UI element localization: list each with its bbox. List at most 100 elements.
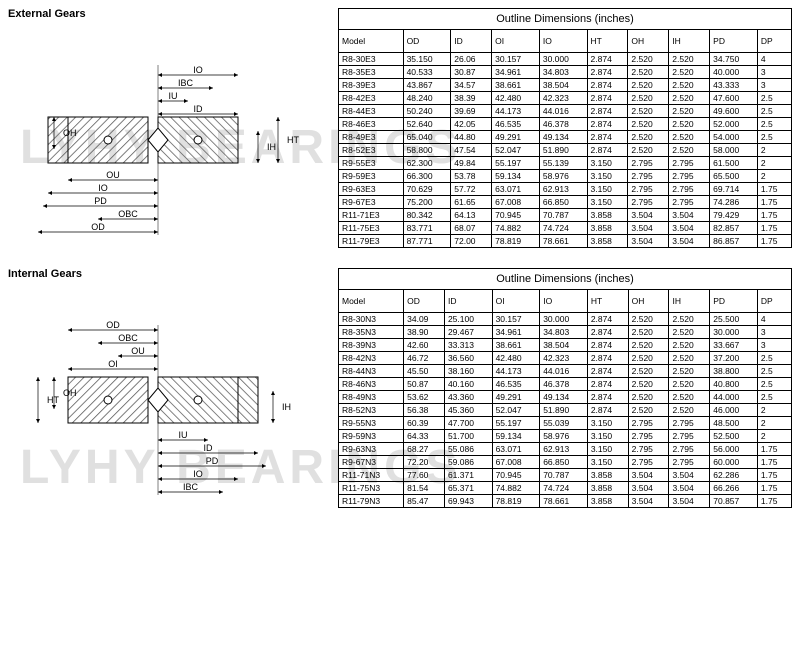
col-header: ID [451, 30, 492, 53]
cell: 75.200 [403, 196, 451, 209]
cell: 2.5 [757, 92, 791, 105]
cell: 38.661 [492, 79, 540, 92]
cell: R8-44N3 [339, 365, 404, 378]
cell: 2 [757, 157, 791, 170]
cell: 63.071 [492, 183, 540, 196]
cell: 55.139 [539, 157, 587, 170]
cell: 2.520 [628, 144, 669, 157]
cell: 49.600 [710, 105, 758, 118]
col-header: OD [403, 30, 451, 53]
cell: 52.500 [710, 430, 758, 443]
cell: 2.520 [628, 404, 669, 417]
cell: 38.661 [492, 339, 540, 352]
cell: 3 [757, 326, 791, 339]
col-header: Model [339, 290, 404, 313]
cell: 2.874 [587, 131, 628, 144]
cell: 47.600 [710, 92, 758, 105]
cell: 61.500 [710, 157, 758, 170]
cell: 33.667 [710, 339, 758, 352]
cell: 69.714 [710, 183, 758, 196]
cell: 2.520 [628, 391, 669, 404]
cell: 2.874 [587, 53, 628, 66]
col-header: IH [669, 290, 710, 313]
cell: R9-63N3 [339, 443, 404, 456]
cell: 79.429 [710, 209, 758, 222]
cell: 3.858 [587, 209, 628, 222]
cell: 2.520 [669, 79, 710, 92]
section-title: External Gears [8, 8, 338, 20]
cell: R11-71E3 [339, 209, 404, 222]
cell: 2.520 [669, 352, 710, 365]
cell: 44.173 [492, 105, 540, 118]
cell: 54.000 [710, 131, 758, 144]
svg-text:PD: PD [94, 196, 107, 206]
cell: 2.795 [628, 456, 669, 469]
svg-text:IO: IO [98, 183, 108, 193]
cell: R8-30N3 [339, 313, 404, 326]
cell: 74.882 [492, 482, 540, 495]
cell: 30.000 [540, 313, 588, 326]
cell: 55.197 [492, 157, 540, 170]
cell: 47.54 [451, 144, 492, 157]
cell: 3.150 [587, 417, 628, 430]
cell: 60.39 [404, 417, 445, 430]
col-header: PD [710, 290, 758, 313]
svg-text:IO: IO [193, 469, 203, 479]
cell: 30.87 [451, 66, 492, 79]
cell: 1.75 [757, 456, 791, 469]
cell: R8-39N3 [339, 339, 404, 352]
cell: 77.60 [404, 469, 445, 482]
cell: R11-79N3 [339, 495, 404, 508]
table-row: R8-46E352.64042.0546.53546.3782.8742.520… [339, 118, 792, 131]
cell: 2.520 [669, 66, 710, 79]
cell: 2.874 [587, 404, 628, 417]
cell: R8-42E3 [339, 92, 404, 105]
table-row: R11-75N381.5465.37174.88274.7243.8583.50… [339, 482, 792, 495]
cell: 2.520 [669, 53, 710, 66]
cell: 70.629 [403, 183, 451, 196]
cell: 37.200 [710, 352, 758, 365]
cell: 2.874 [587, 105, 628, 118]
cell: 2.795 [669, 417, 710, 430]
cell: 43.867 [403, 79, 451, 92]
cell: 74.724 [540, 482, 588, 495]
cell: R11-75N3 [339, 482, 404, 495]
cell: 51.890 [540, 404, 588, 417]
cell: 2.520 [669, 105, 710, 118]
cell: 2.795 [669, 183, 710, 196]
diagram-svg: IOIBCIUIDOHIHHTOUIOPDOBCOD [8, 40, 318, 240]
cell: R8-39E3 [339, 79, 404, 92]
cell: 1.75 [757, 443, 791, 456]
cell: 2.520 [669, 404, 710, 417]
cell: 40.160 [444, 378, 492, 391]
cell: 62.913 [539, 183, 587, 196]
cell: 65.371 [444, 482, 492, 495]
cell: 63.071 [492, 443, 540, 456]
cell: 3.150 [587, 157, 628, 170]
cell: 2 [757, 404, 791, 417]
cell: 38.504 [539, 79, 587, 92]
cell: 2.520 [669, 391, 710, 404]
table-row: R8-49E365.04044.8049.29149.1342.8742.520… [339, 131, 792, 144]
svg-text:OU: OU [106, 170, 120, 180]
cell: 44.016 [539, 105, 587, 118]
cell: 42.323 [539, 92, 587, 105]
col-header: Model [339, 30, 404, 53]
col-header: OD [404, 290, 445, 313]
cell: 2.5 [757, 131, 791, 144]
cell: 56.000 [710, 443, 758, 456]
cell: 1.75 [757, 469, 791, 482]
cell: 2.520 [628, 118, 669, 131]
table-row: R9-55E362.30049.8455.19755.1393.1502.795… [339, 157, 792, 170]
svg-text:HT: HT [287, 135, 299, 145]
cell: R11-79E3 [339, 235, 404, 248]
cell: 40.000 [710, 66, 758, 79]
cell: 66.266 [710, 482, 758, 495]
col-header: DP [757, 30, 791, 53]
cell: 48.500 [710, 417, 758, 430]
cross-section-diagram: ODOBCOUOIOHHTIHIUIDPDIOIBC [8, 300, 318, 500]
cell: 82.857 [710, 222, 758, 235]
cell: 61.371 [444, 469, 492, 482]
svg-text:IH: IH [267, 142, 276, 152]
cell: 3.504 [628, 482, 669, 495]
